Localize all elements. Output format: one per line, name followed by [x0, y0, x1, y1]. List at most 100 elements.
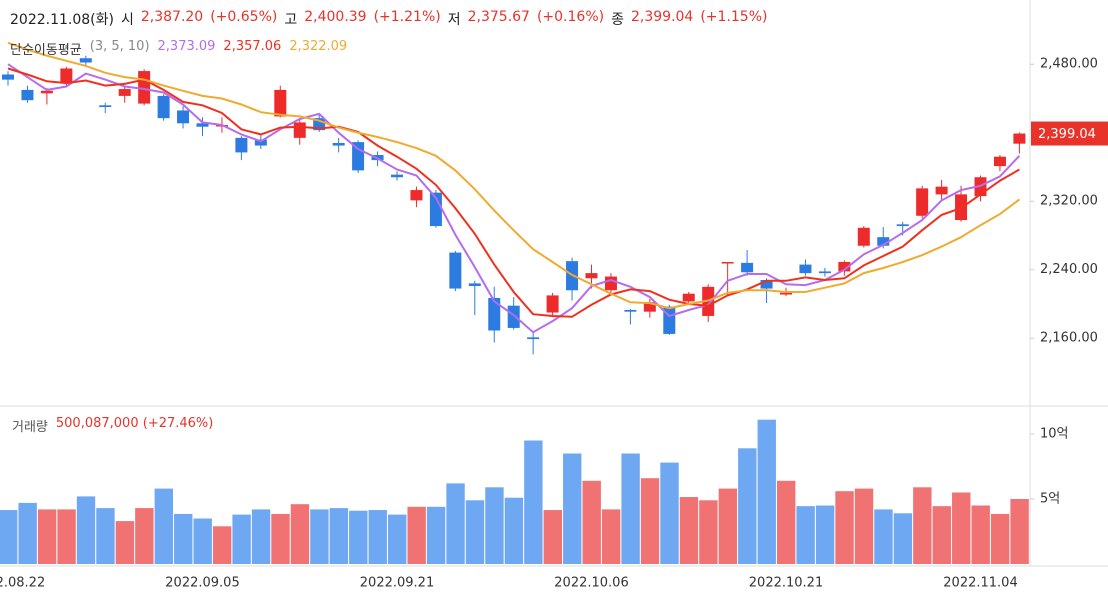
candle-body — [138, 71, 151, 104]
x-tick-label: 2022.10.06 — [554, 576, 628, 591]
volume-bar — [154, 488, 173, 564]
volume-bar — [971, 505, 990, 564]
candle-body — [196, 123, 209, 127]
ma-line — [7, 63, 1021, 334]
candle-body — [274, 89, 287, 117]
volume-bar — [368, 510, 387, 564]
candle-body — [546, 295, 559, 313]
volume-bar — [660, 462, 679, 564]
header-value: 2,400.39 — [304, 9, 367, 25]
volume-y-tick-label: 5억 — [1040, 492, 1060, 507]
candle-body — [585, 273, 598, 279]
ma-line — [7, 41, 1021, 310]
candle-body — [1013, 133, 1026, 144]
candle-body — [293, 122, 306, 138]
volume-bar — [251, 509, 271, 564]
volume-title: 거래량 — [12, 420, 48, 435]
volume-bar — [290, 504, 310, 564]
header-value: 2,399.04 — [630, 9, 694, 25]
volume-bar — [679, 497, 699, 564]
volume-bar — [699, 500, 718, 564]
candle-body — [429, 192, 442, 227]
volume-bar — [271, 513, 290, 564]
candle-body — [877, 237, 890, 246]
candle-body — [818, 271, 831, 274]
candle-body — [682, 293, 695, 302]
candle-body — [352, 142, 365, 171]
volume-bar — [640, 478, 660, 564]
candle-body — [838, 262, 851, 272]
volume-bar — [18, 502, 37, 564]
volume-bar — [563, 453, 582, 564]
candle-body — [235, 137, 248, 153]
volume-bar — [407, 506, 426, 564]
volume-bar — [504, 497, 524, 564]
candle-body — [157, 95, 170, 119]
y-tick-label: 2,480.00 — [1040, 57, 1098, 72]
candle-body — [916, 188, 929, 216]
candle-body — [721, 262, 734, 264]
candle-body — [410, 190, 423, 201]
candle-body — [643, 302, 656, 312]
last-price-tag — [1031, 121, 1108, 146]
volume-bar — [310, 509, 329, 564]
candle-body — [857, 227, 870, 246]
candle-body — [741, 262, 754, 273]
candle-body — [21, 89, 34, 101]
volume-bar — [835, 491, 854, 564]
candle-body — [604, 276, 617, 291]
volume-bar — [932, 506, 951, 564]
volume-bar — [115, 521, 135, 564]
volume-bar — [854, 488, 874, 564]
volume-bar — [777, 480, 796, 564]
header-label: 고 — [284, 12, 298, 28]
volume-bar — [874, 509, 893, 564]
header-change: (+0.65%) — [210, 9, 278, 25]
candle-body — [177, 110, 190, 124]
volume-bar — [913, 487, 932, 564]
volume-bar — [990, 513, 1010, 564]
volume-bar — [388, 514, 407, 564]
header-change: (+0.16%) — [536, 9, 605, 25]
volume-bar — [174, 513, 193, 564]
candle-body — [79, 58, 92, 63]
volume-bar — [757, 419, 776, 564]
volume-bar — [738, 448, 757, 564]
y-tick-label: 2,240.00 — [1040, 262, 1098, 277]
volume-bar — [57, 509, 76, 564]
volume-bar — [543, 510, 562, 564]
header-value: 2,387.20 — [140, 9, 204, 25]
candle-body — [313, 118, 326, 131]
header-change: (+1.15%) — [700, 9, 768, 25]
volume-bar — [796, 506, 815, 564]
candle-body — [527, 337, 540, 340]
ma-value: 2,322.09 — [289, 39, 348, 54]
header-label: 종 — [611, 12, 624, 28]
volume-bar — [485, 487, 504, 564]
x-tick-label: 2022.11.04 — [943, 576, 1017, 591]
candle-body — [780, 292, 792, 295]
candle-body — [60, 68, 73, 83]
x-tick-label: 2022.08.22 — [0, 576, 45, 591]
last-price-label: 2,399.04 — [1038, 127, 1096, 142]
x-tick-label: 2022.09.05 — [165, 576, 239, 591]
candle-body — [935, 186, 948, 195]
candle-body — [507, 305, 520, 328]
volume-bar — [718, 488, 738, 564]
ma-value: 2,373.09 — [157, 39, 216, 54]
volume-value-text: 500,087,000 — [55, 416, 139, 431]
volume-bar — [446, 483, 465, 564]
volume-bar — [135, 508, 154, 564]
volume-bar — [582, 480, 601, 564]
candle-body — [799, 264, 812, 274]
ma-value: 2,357.06 — [223, 39, 282, 54]
volume-bar — [426, 506, 446, 564]
candle-body — [449, 252, 462, 289]
volume-bar — [96, 508, 115, 564]
header-value: 2,375.67 — [467, 9, 530, 25]
volume-legend: 거래량 500,087,000 (+27.46%) — [12, 416, 213, 435]
x-tick-label: 2022.09.21 — [360, 576, 434, 591]
volume-bar — [76, 496, 96, 564]
y-tick-label: 2,160.00 — [1040, 331, 1098, 346]
ma-line — [7, 67, 1020, 318]
